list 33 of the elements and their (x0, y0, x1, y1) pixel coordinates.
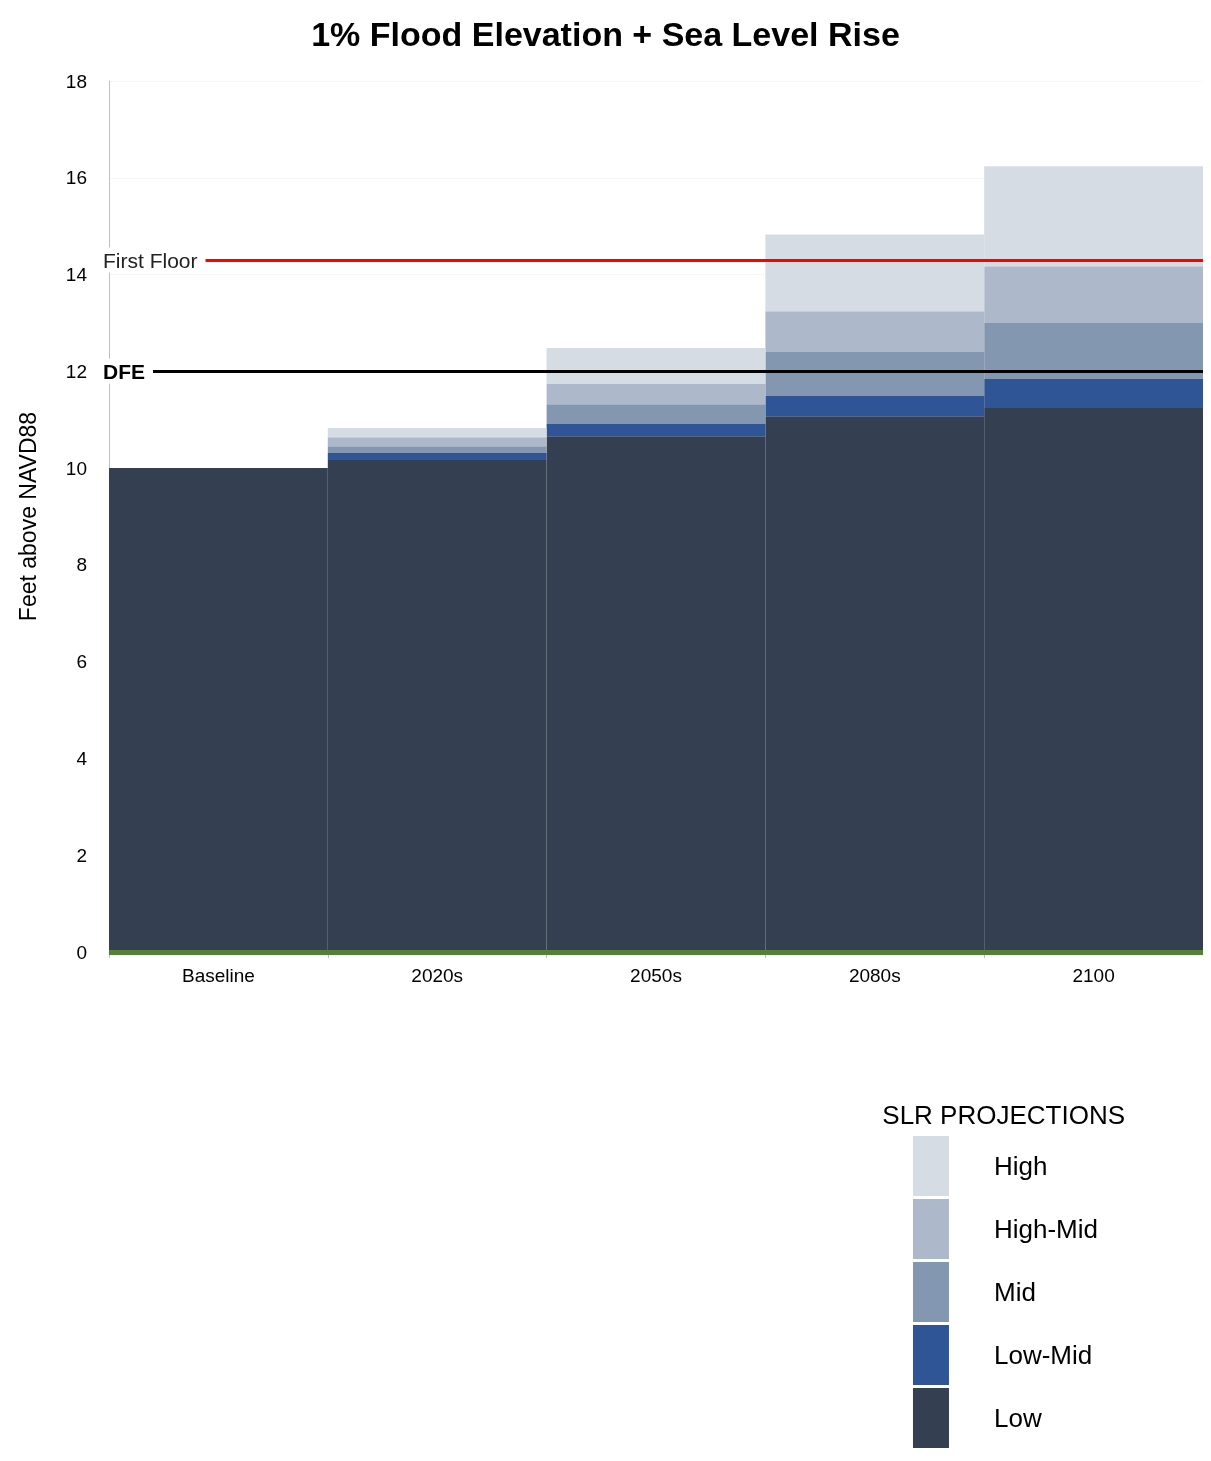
ref-line-label: DFE (103, 359, 145, 383)
bar (327, 437, 547, 447)
x-tick-label: 2100 (1072, 965, 1115, 986)
y-tick-label: 8 (76, 554, 87, 576)
legend-label: Mid (993, 1277, 1036, 1307)
x-tick-label: Baseline (181, 965, 255, 986)
chart-title: 1% Flood Elevation + Sea Level Rise (311, 15, 900, 53)
bar (546, 383, 766, 405)
bar (327, 453, 547, 460)
y-tick-label: 10 (65, 457, 87, 479)
bar (327, 446, 547, 454)
ref-line-label: First Floor (103, 248, 198, 272)
y-tick-label: 2 (76, 844, 87, 866)
x-tick-label: 2050s (630, 965, 682, 986)
x-tick-label: 2020s (411, 965, 464, 986)
y-tick-label: 18 (65, 70, 87, 92)
bar (546, 348, 766, 384)
legend-label: Low (993, 1403, 1042, 1433)
legend-title: SLR PROJECTIONS (882, 1100, 1126, 1130)
y-tick-label: 14 (65, 264, 88, 286)
y-tick-label: 12 (65, 360, 87, 382)
y-tick-label: 16 (65, 167, 87, 189)
bar (327, 427, 547, 438)
y-tick-label: 0 (76, 941, 87, 963)
legend-label: High-Mid (993, 1214, 1099, 1244)
legend-label: Low-Mid (993, 1340, 1093, 1370)
bar (546, 404, 766, 425)
x-tick-label: 2080s (848, 965, 901, 986)
y-tick-label: 6 (76, 651, 87, 673)
y-tick-label: 4 (76, 747, 88, 769)
y-axis-title: Feet above NAVD88 (14, 411, 41, 622)
legend-label: High (993, 1151, 1048, 1181)
bar (546, 424, 766, 437)
